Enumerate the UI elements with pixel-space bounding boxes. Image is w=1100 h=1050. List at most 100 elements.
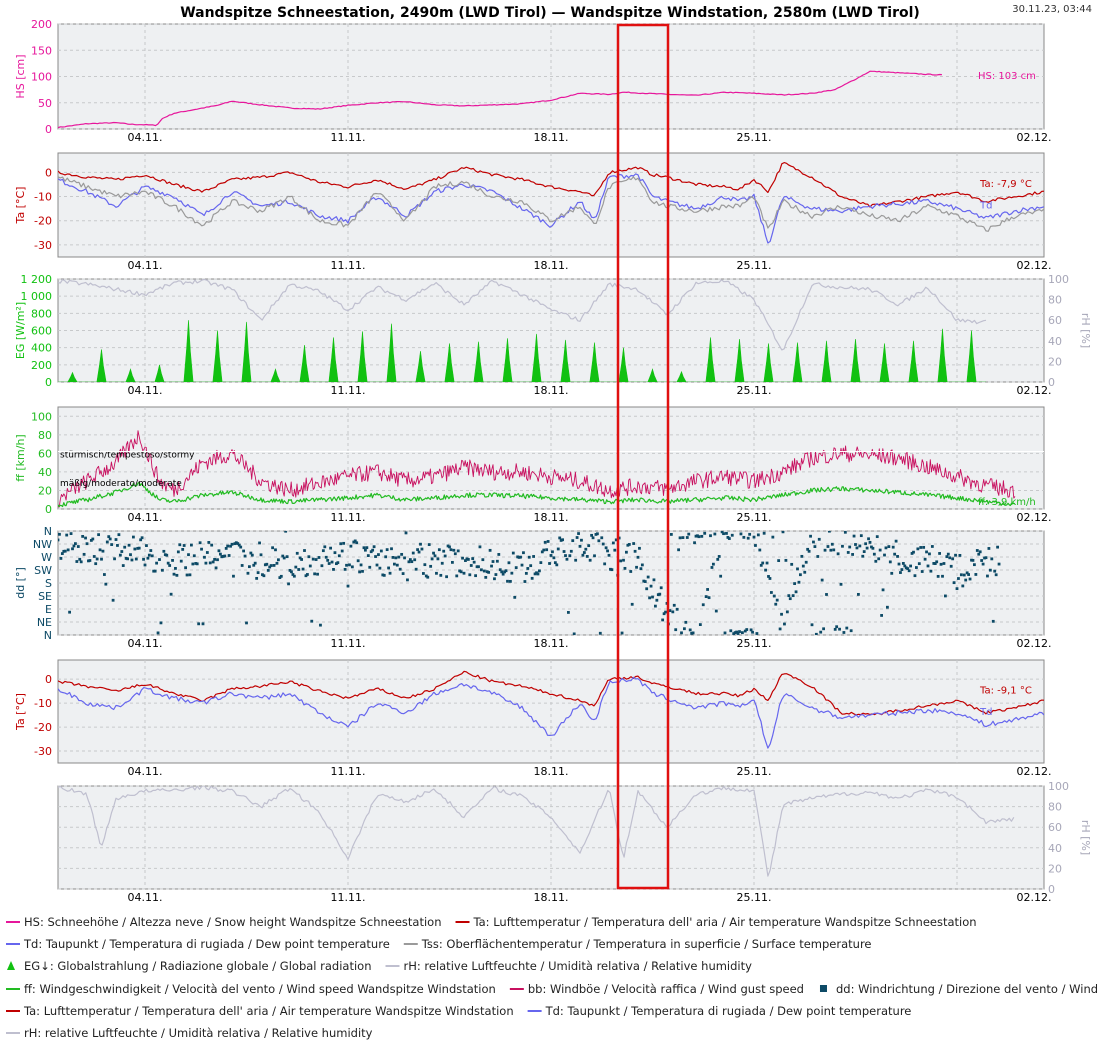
dd-point — [748, 532, 752, 536]
dd-point — [133, 547, 137, 551]
legend-item-eg: EG↓: Globalstrahlung / Radiazione global… — [7, 959, 371, 973]
dd-point — [472, 560, 476, 564]
dd-point — [240, 564, 244, 567]
dd-point — [488, 548, 492, 552]
dd-point — [536, 572, 540, 576]
chart-title: Wandspitze Schneestation, 2490m (LWD Tir… — [180, 5, 920, 21]
dd-point — [101, 549, 105, 553]
y-tick-label: 400 — [31, 342, 52, 355]
dd-point — [155, 561, 158, 565]
legend-label: Td: Taupunkt / Temperatura di rugiada / … — [545, 1004, 912, 1018]
panel-frame — [57, 785, 1045, 890]
dd-point — [962, 573, 966, 577]
y-tick-label: 800 — [31, 307, 52, 320]
dd-point — [572, 632, 576, 635]
x-tick-label: 25.11. — [737, 891, 772, 904]
dd-point — [971, 558, 975, 562]
dd-point — [369, 550, 373, 554]
dd-point — [627, 543, 631, 546]
dd-point — [774, 602, 778, 606]
dd-point — [179, 559, 183, 563]
dd-point — [60, 552, 64, 555]
series-ff — [58, 482, 1016, 508]
dd-point — [733, 631, 737, 635]
dd-point — [799, 573, 802, 577]
dd-point — [878, 548, 882, 552]
dd-point — [785, 610, 789, 614]
dd-point — [403, 556, 406, 560]
dd-point — [252, 563, 256, 567]
dd-point — [319, 623, 322, 627]
y2-tick-label: 60 — [1048, 314, 1062, 327]
dd-point — [903, 564, 907, 568]
dd-point — [603, 562, 607, 566]
dd-point — [97, 533, 100, 537]
dd-point — [590, 533, 593, 537]
dd-point — [88, 559, 92, 562]
dd-point — [501, 572, 505, 576]
dd-point — [410, 560, 414, 564]
y-tick-label: -10 — [34, 697, 52, 710]
legend-item-hs: HS: Schneehöhe / Altezza neve / Snow hei… — [6, 915, 442, 929]
x-tick-label: 02.12. — [1017, 259, 1052, 272]
dd-point — [756, 533, 760, 537]
legend-label: Ta: Lufttemperatur / Temperatura dell' a… — [23, 1004, 514, 1018]
dd-point — [329, 546, 332, 550]
legend-label: Tss: Oberflächentemperatur / Temperatura… — [421, 937, 872, 951]
dd-point — [607, 553, 611, 557]
legend-label: bb: Windböe / Velocità raffica / Wind gu… — [528, 982, 804, 996]
dd-point — [113, 557, 116, 561]
dd-point — [725, 532, 728, 535]
y-tick-label: 80 — [38, 429, 52, 442]
dd-point — [812, 540, 815, 544]
dd-point — [314, 558, 318, 561]
dd-point — [95, 557, 99, 561]
dd-point — [126, 557, 129, 561]
dd-point — [394, 556, 398, 560]
dd-point — [925, 550, 928, 554]
dd-point — [986, 574, 989, 578]
dd-point — [688, 628, 692, 632]
dd-point — [311, 557, 315, 561]
y-tick-label: 20 — [38, 484, 52, 497]
dd-point — [959, 573, 963, 577]
x-tick-label: 02.12. — [1017, 637, 1052, 650]
dd-point — [532, 555, 535, 558]
y-tick-label: 1 000 — [21, 290, 53, 303]
dd-point — [105, 540, 109, 544]
dd-point — [411, 551, 415, 555]
dd-point — [703, 531, 707, 535]
y-tick-label: 100 — [31, 71, 52, 84]
dd-point — [957, 577, 960, 580]
dd-point — [596, 532, 599, 536]
dd-point — [130, 558, 134, 562]
y-tick-label: SE — [38, 590, 52, 603]
dd-point — [107, 535, 111, 539]
dd-point — [453, 552, 457, 556]
y2-tick-label: 60 — [1048, 821, 1062, 834]
legend: HS: Schneehöhe / Altezza neve / Snow hei… — [6, 915, 1100, 1040]
dd-point — [498, 568, 502, 572]
dd-point — [845, 626, 849, 630]
y2-axis-label: rH [%] — [1079, 820, 1092, 855]
dd-point — [851, 553, 854, 556]
dd-point — [419, 542, 422, 546]
x-tick-label: 18.11. — [534, 259, 569, 272]
dd-point — [511, 551, 515, 555]
x-tick-label: 04.11. — [128, 891, 163, 904]
dd-point — [265, 562, 269, 566]
dd-point — [449, 548, 453, 552]
dd-point — [207, 541, 211, 544]
dd-point — [465, 557, 469, 561]
series-tss — [58, 176, 1044, 232]
dd-point — [439, 573, 443, 577]
dd-point — [977, 552, 981, 556]
dd-point — [379, 549, 383, 553]
dd-point — [759, 563, 763, 567]
dd-point — [720, 531, 724, 534]
dd-point — [568, 554, 572, 558]
dd-point — [401, 572, 405, 575]
dd-point — [661, 618, 665, 622]
dd-point — [910, 552, 914, 555]
dd-point — [764, 568, 767, 572]
